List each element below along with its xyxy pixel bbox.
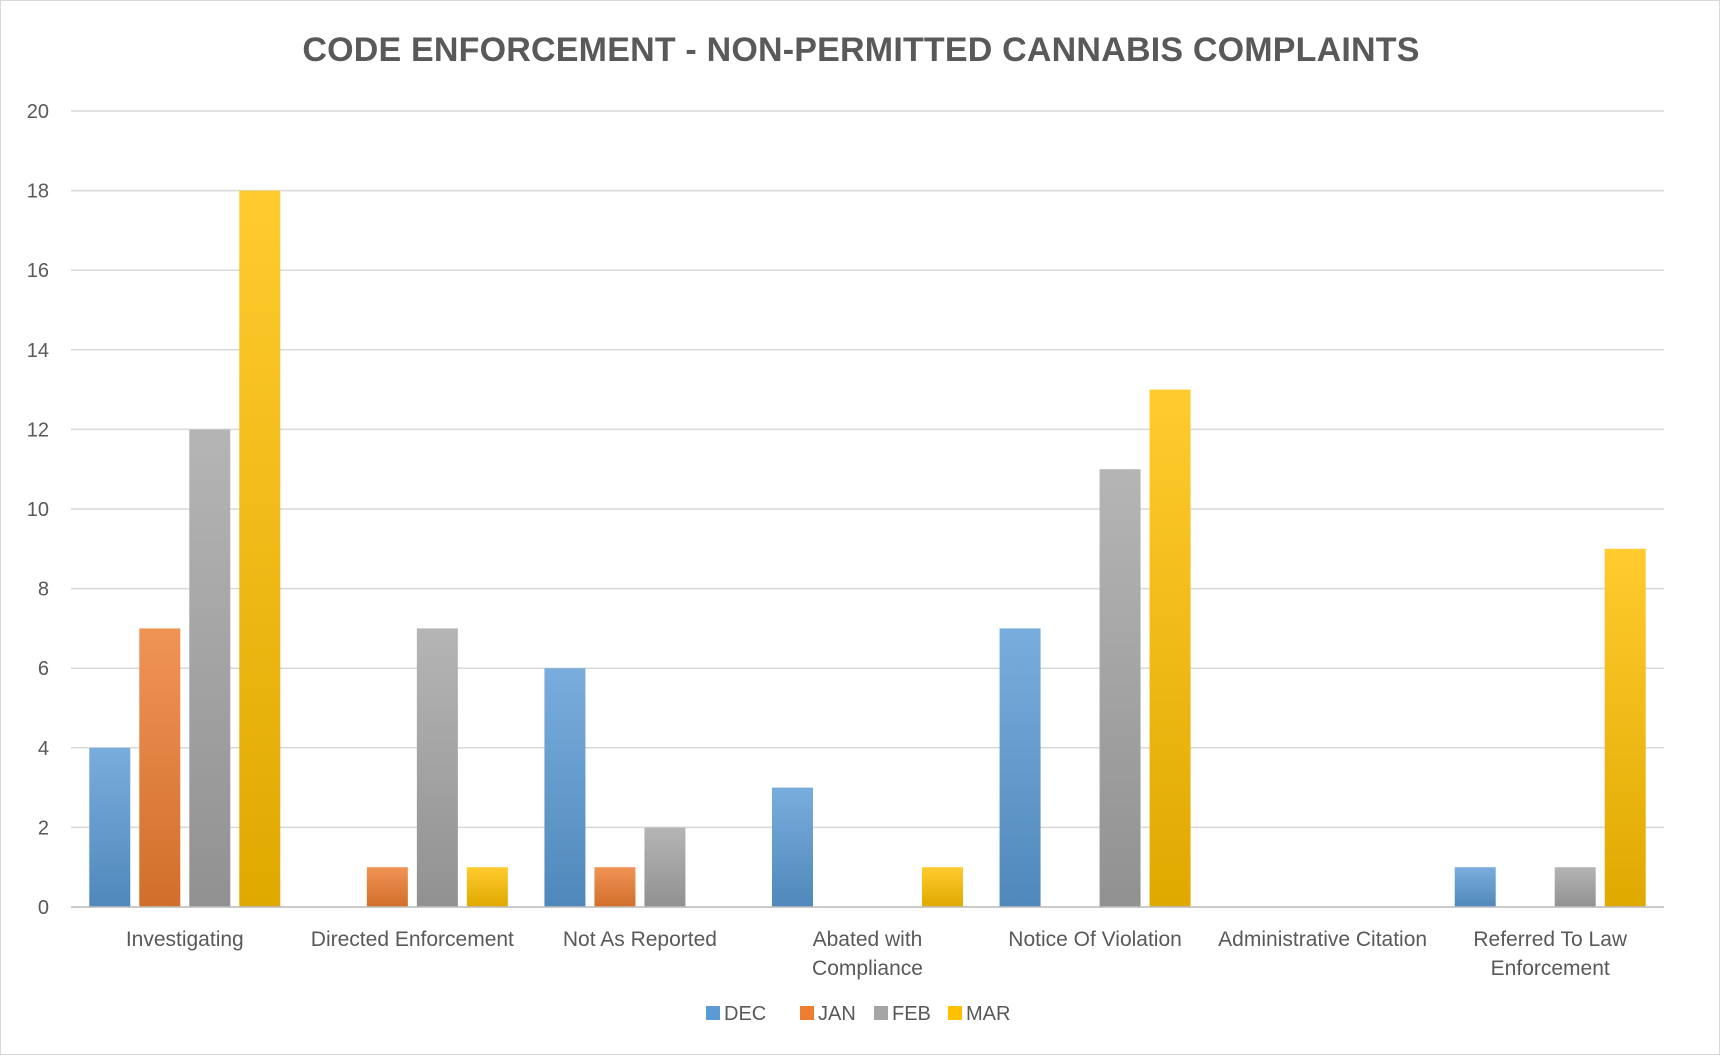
- bar-dec: [544, 668, 586, 907]
- x-category-label: Referred To Law Enforcement: [1473, 928, 1628, 980]
- x-category-label: Investigating: [126, 928, 244, 951]
- bar-mar: [466, 867, 508, 907]
- bar-mar: [1149, 389, 1191, 908]
- bar-feb: [644, 827, 686, 907]
- legend-label-jan: JAN: [818, 1003, 856, 1025]
- bar-dec: [1454, 867, 1496, 907]
- y-tick-label: 6: [38, 658, 49, 680]
- bar-jan: [366, 867, 408, 907]
- y-tick-label: 4: [38, 738, 49, 760]
- y-tick-label: 10: [27, 499, 49, 521]
- bar-feb: [416, 628, 458, 907]
- x-category-label: Abated with Compliance: [812, 928, 923, 980]
- bar-mar: [922, 867, 963, 907]
- legend-swatch-mar: [948, 1006, 962, 1020]
- y-tick-label: 16: [27, 260, 49, 282]
- bar-feb: [1554, 867, 1596, 907]
- legend-label-feb: FEB: [892, 1003, 931, 1025]
- legend-label-mar: MAR: [966, 1003, 1010, 1025]
- bar-jan: [139, 628, 181, 907]
- legend-swatch-dec: [706, 1006, 720, 1020]
- y-tick-label: 14: [27, 340, 49, 362]
- x-category-label: Notice Of Violation: [1008, 928, 1182, 951]
- y-tick-label: 12: [27, 419, 49, 441]
- y-tick-label: 20: [27, 101, 49, 123]
- bar-mar: [1604, 548, 1646, 907]
- y-tick-label: 18: [27, 181, 49, 203]
- bar-jan: [594, 867, 636, 907]
- bar-feb: [1099, 469, 1141, 907]
- bar-feb: [189, 429, 231, 907]
- bar-mar: [239, 190, 281, 908]
- legend-label-dec: DEC: [724, 1003, 766, 1025]
- bar-dec: [772, 787, 813, 907]
- y-tick-label: 0: [38, 897, 49, 919]
- bar-dec: [89, 747, 131, 907]
- x-category-label: Directed Enforcement: [311, 928, 514, 951]
- legend-swatch-feb: [874, 1006, 888, 1020]
- x-category-label: Administrative Citation: [1218, 928, 1427, 951]
- bar-dec: [999, 628, 1041, 907]
- x-category-label: Not As Reported: [563, 928, 717, 951]
- y-tick-label: 2: [38, 817, 49, 839]
- legend-swatch-jan: [800, 1006, 814, 1020]
- y-tick-label: 8: [38, 579, 49, 601]
- chart-title: CODE ENFORCEMENT - NON-PERMITTED CANNABI…: [302, 31, 1420, 69]
